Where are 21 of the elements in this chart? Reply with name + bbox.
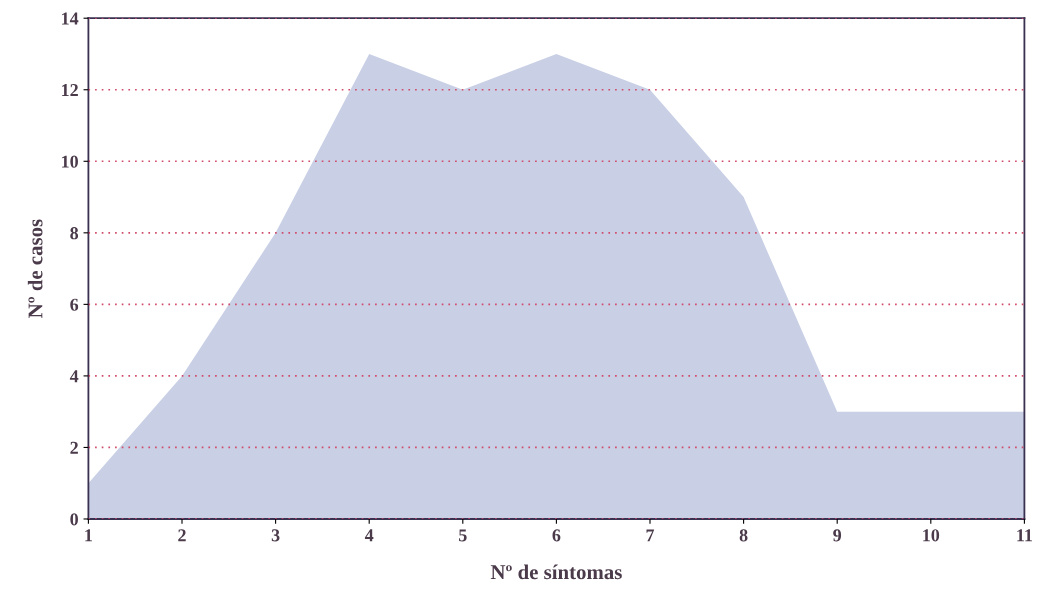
y-tick-label: 14 [62,12,79,25]
x-tick-label: 1 [85,529,92,542]
x-tick-label: 7 [646,529,655,542]
y-tick-label: 4 [69,370,79,383]
x-tick-label: 5 [459,529,467,542]
x-tick-label: 6 [552,529,561,542]
y-tick-label: 2 [70,441,78,454]
x-tick-label: 3 [271,529,280,542]
y-tick-label: 0 [70,513,78,526]
y-tick-label: 10 [62,155,78,168]
x-tick-label: 4 [364,529,374,542]
y-tick-label: 6 [70,298,79,311]
x-tick-label: 8 [739,529,748,542]
x-tick-label: 2 [178,529,186,542]
y-tick-label: 12 [62,84,78,97]
x-tick-label: 11 [1017,529,1032,542]
x-axis-title: Nº de síntomas [490,564,622,580]
x-tick-label: 9 [833,529,842,542]
y-tick-label: 8 [70,227,79,240]
x-tick-label: 10 [923,529,940,542]
y-axis-title: Nº de casos [27,219,43,318]
